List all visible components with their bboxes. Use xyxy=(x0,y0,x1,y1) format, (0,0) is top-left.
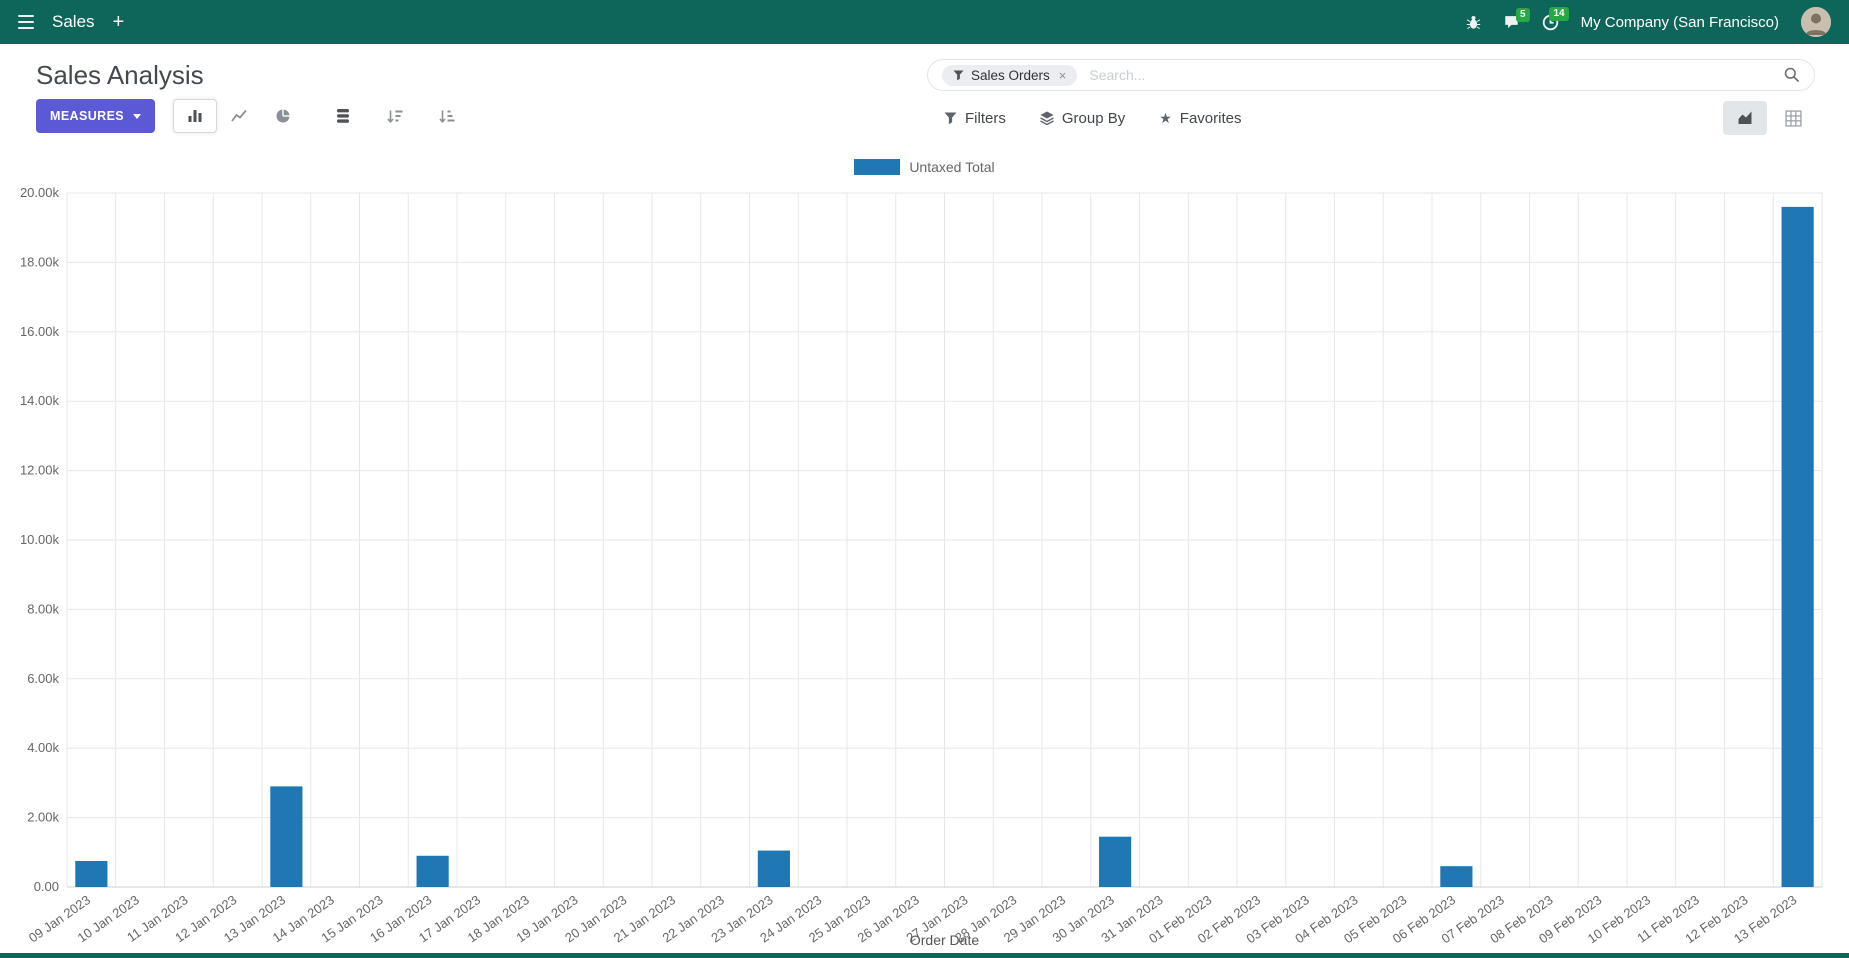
page-title: Sales Analysis xyxy=(36,59,204,90)
navbar-right: 5 14 My Company (San Francisco) xyxy=(1466,6,1831,37)
y-tick-label: 8.00k xyxy=(27,601,59,616)
activities-clock-button[interactable]: 14 xyxy=(1542,6,1569,31)
app-name[interactable]: Sales xyxy=(52,12,95,31)
y-tick-label: 16.00k xyxy=(20,324,60,339)
hamburger-menu-icon[interactable] xyxy=(18,15,34,29)
bar[interactable] xyxy=(270,786,303,887)
search-input[interactable] xyxy=(1087,66,1774,84)
sort-asc-button[interactable] xyxy=(425,99,469,133)
view-switcher xyxy=(1723,101,1815,135)
pivot-view-button[interactable] xyxy=(1771,101,1815,135)
user-avatar[interactable] xyxy=(1801,7,1831,37)
bar-chart-button[interactable] xyxy=(173,99,218,133)
filter-funnel-icon xyxy=(953,69,964,81)
y-tick-label: 18.00k xyxy=(20,254,60,269)
control-panel: Sales Analysis Sales Orders × MEASURES xyxy=(0,44,1849,147)
favorites-star-icon: ★ xyxy=(1159,110,1172,126)
sort-desc-button[interactable] xyxy=(373,99,417,133)
filters-button[interactable]: Filters xyxy=(944,110,1006,127)
y-tick-label: 20.00k xyxy=(20,185,60,200)
measures-button[interactable]: MEASURES xyxy=(36,99,156,133)
bar[interactable] xyxy=(757,850,790,887)
y-tick-label: 12.00k xyxy=(20,463,60,478)
activities-badge: 14 xyxy=(1549,6,1569,21)
caret-down-icon xyxy=(133,113,142,119)
control-panel-bottom-row: MEASURES xyxy=(0,93,1849,147)
bar-chart-canvas[interactable]: 0.00 2.00k 4.00k 6.00k 8.00k 10.00k 12.00k 14.0… xyxy=(0,177,1849,949)
legend-swatch xyxy=(854,159,901,175)
y-tick-label: 10.00k xyxy=(20,532,60,547)
favorites-button[interactable]: ★ Favorites xyxy=(1159,110,1241,127)
bar[interactable] xyxy=(416,855,449,887)
bar[interactable] xyxy=(1781,206,1814,887)
y-tick-label: 0.00 xyxy=(34,879,59,894)
y-tick-label: 14.00k xyxy=(20,393,60,408)
messages-button[interactable]: 5 xyxy=(1503,7,1530,30)
y-tick-label: 2.00k xyxy=(27,810,59,825)
bar[interactable] xyxy=(1440,866,1473,887)
measures-label: MEASURES xyxy=(50,109,125,123)
navbar-left: Sales + xyxy=(18,12,124,32)
new-tab-plus-icon[interactable]: + xyxy=(112,11,125,33)
favorites-label: Favorites xyxy=(1179,109,1242,127)
bar[interactable] xyxy=(75,860,108,887)
chart-area: Untaxed Total 0.00 2.00k 4.00k 6.00k 8.00k 10… xyxy=(0,157,1849,949)
control-panel-top-row: Sales Analysis Sales Orders × xyxy=(0,44,1849,93)
bottom-strip xyxy=(0,953,1849,958)
pie-chart-button[interactable] xyxy=(261,99,305,133)
filters-label: Filters xyxy=(965,109,1006,127)
search-facet-label: Sales Orders xyxy=(971,67,1050,83)
chart-type-group xyxy=(173,99,305,133)
top-navbar: Sales + 5 14 My Company (San Francisco) xyxy=(0,0,1849,44)
company-switcher[interactable]: My Company (San Francisco) xyxy=(1580,13,1779,31)
chart-legend[interactable]: Untaxed Total xyxy=(0,157,1849,177)
messages-badge: 5 xyxy=(1516,7,1530,22)
y-tick-label: 4.00k xyxy=(27,740,59,755)
legend-label: Untaxed Total xyxy=(909,159,995,175)
line-chart-button[interactable] xyxy=(217,99,261,133)
group-by-button[interactable]: Group By xyxy=(1040,110,1125,127)
group-by-label: Group By xyxy=(1061,109,1126,127)
bar[interactable] xyxy=(1099,836,1132,887)
filters-funnel-icon xyxy=(944,112,957,125)
group-by-layers-icon xyxy=(1040,111,1054,125)
graph-view-button[interactable] xyxy=(1723,101,1767,135)
search-options-cluster: Filters Group By ★ Favorites xyxy=(944,101,1241,135)
y-tick-label: 6.00k xyxy=(27,671,59,686)
search-bar[interactable]: Sales Orders × xyxy=(927,59,1815,91)
facet-remove-icon[interactable]: × xyxy=(1058,67,1067,83)
stacked-toggle-button[interactable] xyxy=(321,99,365,133)
search-magnifier-icon[interactable] xyxy=(1784,67,1800,83)
x-axis-title: Order Date xyxy=(910,932,979,948)
debug-bug-icon[interactable] xyxy=(1466,15,1481,30)
search-facet[interactable]: Sales Orders × xyxy=(942,64,1078,86)
